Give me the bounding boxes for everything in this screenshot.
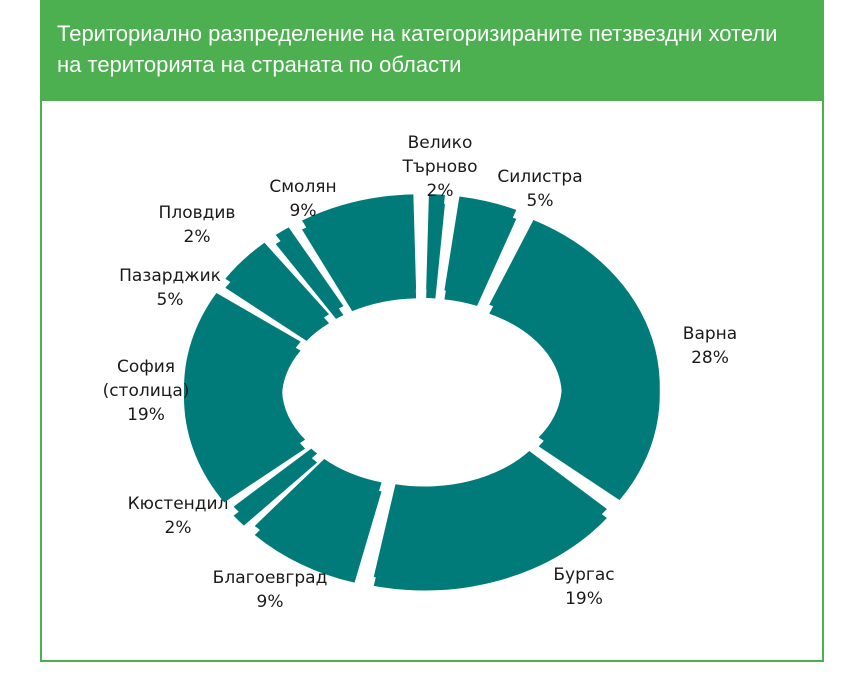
slice-name: Варна	[683, 324, 737, 344]
slice-смолян	[301, 194, 417, 303]
slice-name: Търново	[401, 157, 477, 177]
slice-label-смолян: Смолян 9%	[269, 177, 336, 221]
slice-силистра	[444, 196, 517, 297]
slice-name: София	[117, 357, 175, 377]
slice-label-бургас: Бургас 19%	[553, 565, 614, 609]
slice-кюстендил	[233, 448, 318, 517]
slice-name: Пазарджик	[119, 266, 221, 286]
slice-depth-пловдив	[275, 236, 344, 319]
slice-пазарджик	[225, 242, 330, 332]
slice-percent: 19%	[565, 589, 603, 609]
slice-благоевград	[254, 459, 382, 574]
slice-percent: 9%	[257, 592, 284, 612]
slice-label-благоевград: Благоевград 9%	[213, 568, 328, 612]
slice-label-пловдив: Пловдив 2%	[159, 203, 236, 247]
slice-label-кюстендил: Кюстендил 2%	[128, 494, 229, 538]
slice-name: Велико	[408, 133, 473, 153]
slice-name: Бургас	[553, 565, 614, 585]
chart-title-line-1: Териториално разпределение на категоризи…	[57, 21, 778, 46]
slice-label-силистра: Силистра 5%	[497, 167, 582, 211]
slice-name: (столица)	[103, 381, 190, 401]
slice-percent: 2%	[427, 181, 454, 201]
slice-варна	[489, 219, 660, 492]
slice-percent: 5%	[527, 191, 554, 211]
slice-depth-кюстендил	[233, 457, 318, 526]
slice-name: Силистра	[497, 167, 582, 187]
slice-велико-търново	[426, 194, 445, 290]
chart-title: Териториално разпределение на категоризи…	[57, 18, 808, 80]
slice-percent: 9%	[290, 201, 317, 221]
chart-title-line-2: на територията на страната по области	[57, 52, 462, 77]
slice-percent: 19%	[127, 405, 165, 425]
slice-name: Смолян	[269, 177, 336, 197]
slice-percent: 5%	[157, 290, 184, 310]
chart-header: Териториално разпределение на категоризи…	[40, 0, 824, 101]
slice-percent: 2%	[184, 227, 211, 247]
slice-percent: 2%	[165, 518, 192, 538]
slice-label-варна: Варна 28%	[683, 324, 737, 368]
slice-бургас	[373, 451, 607, 582]
slice-name: Благоевград	[213, 568, 328, 588]
slice-label-велико-търново: Велико Търново 2%	[401, 133, 477, 201]
slice-name: Пловдив	[159, 203, 236, 223]
slice-percent: 28%	[691, 348, 729, 368]
slice-name: Кюстендил	[128, 494, 229, 514]
slice-label-софия-столица: София (столица) 19%	[103, 357, 190, 425]
slice-пловдив	[275, 227, 344, 310]
slice-софия-столица	[184, 293, 306, 494]
slice-label-пазарджик: Пазарджик 5%	[119, 266, 221, 310]
